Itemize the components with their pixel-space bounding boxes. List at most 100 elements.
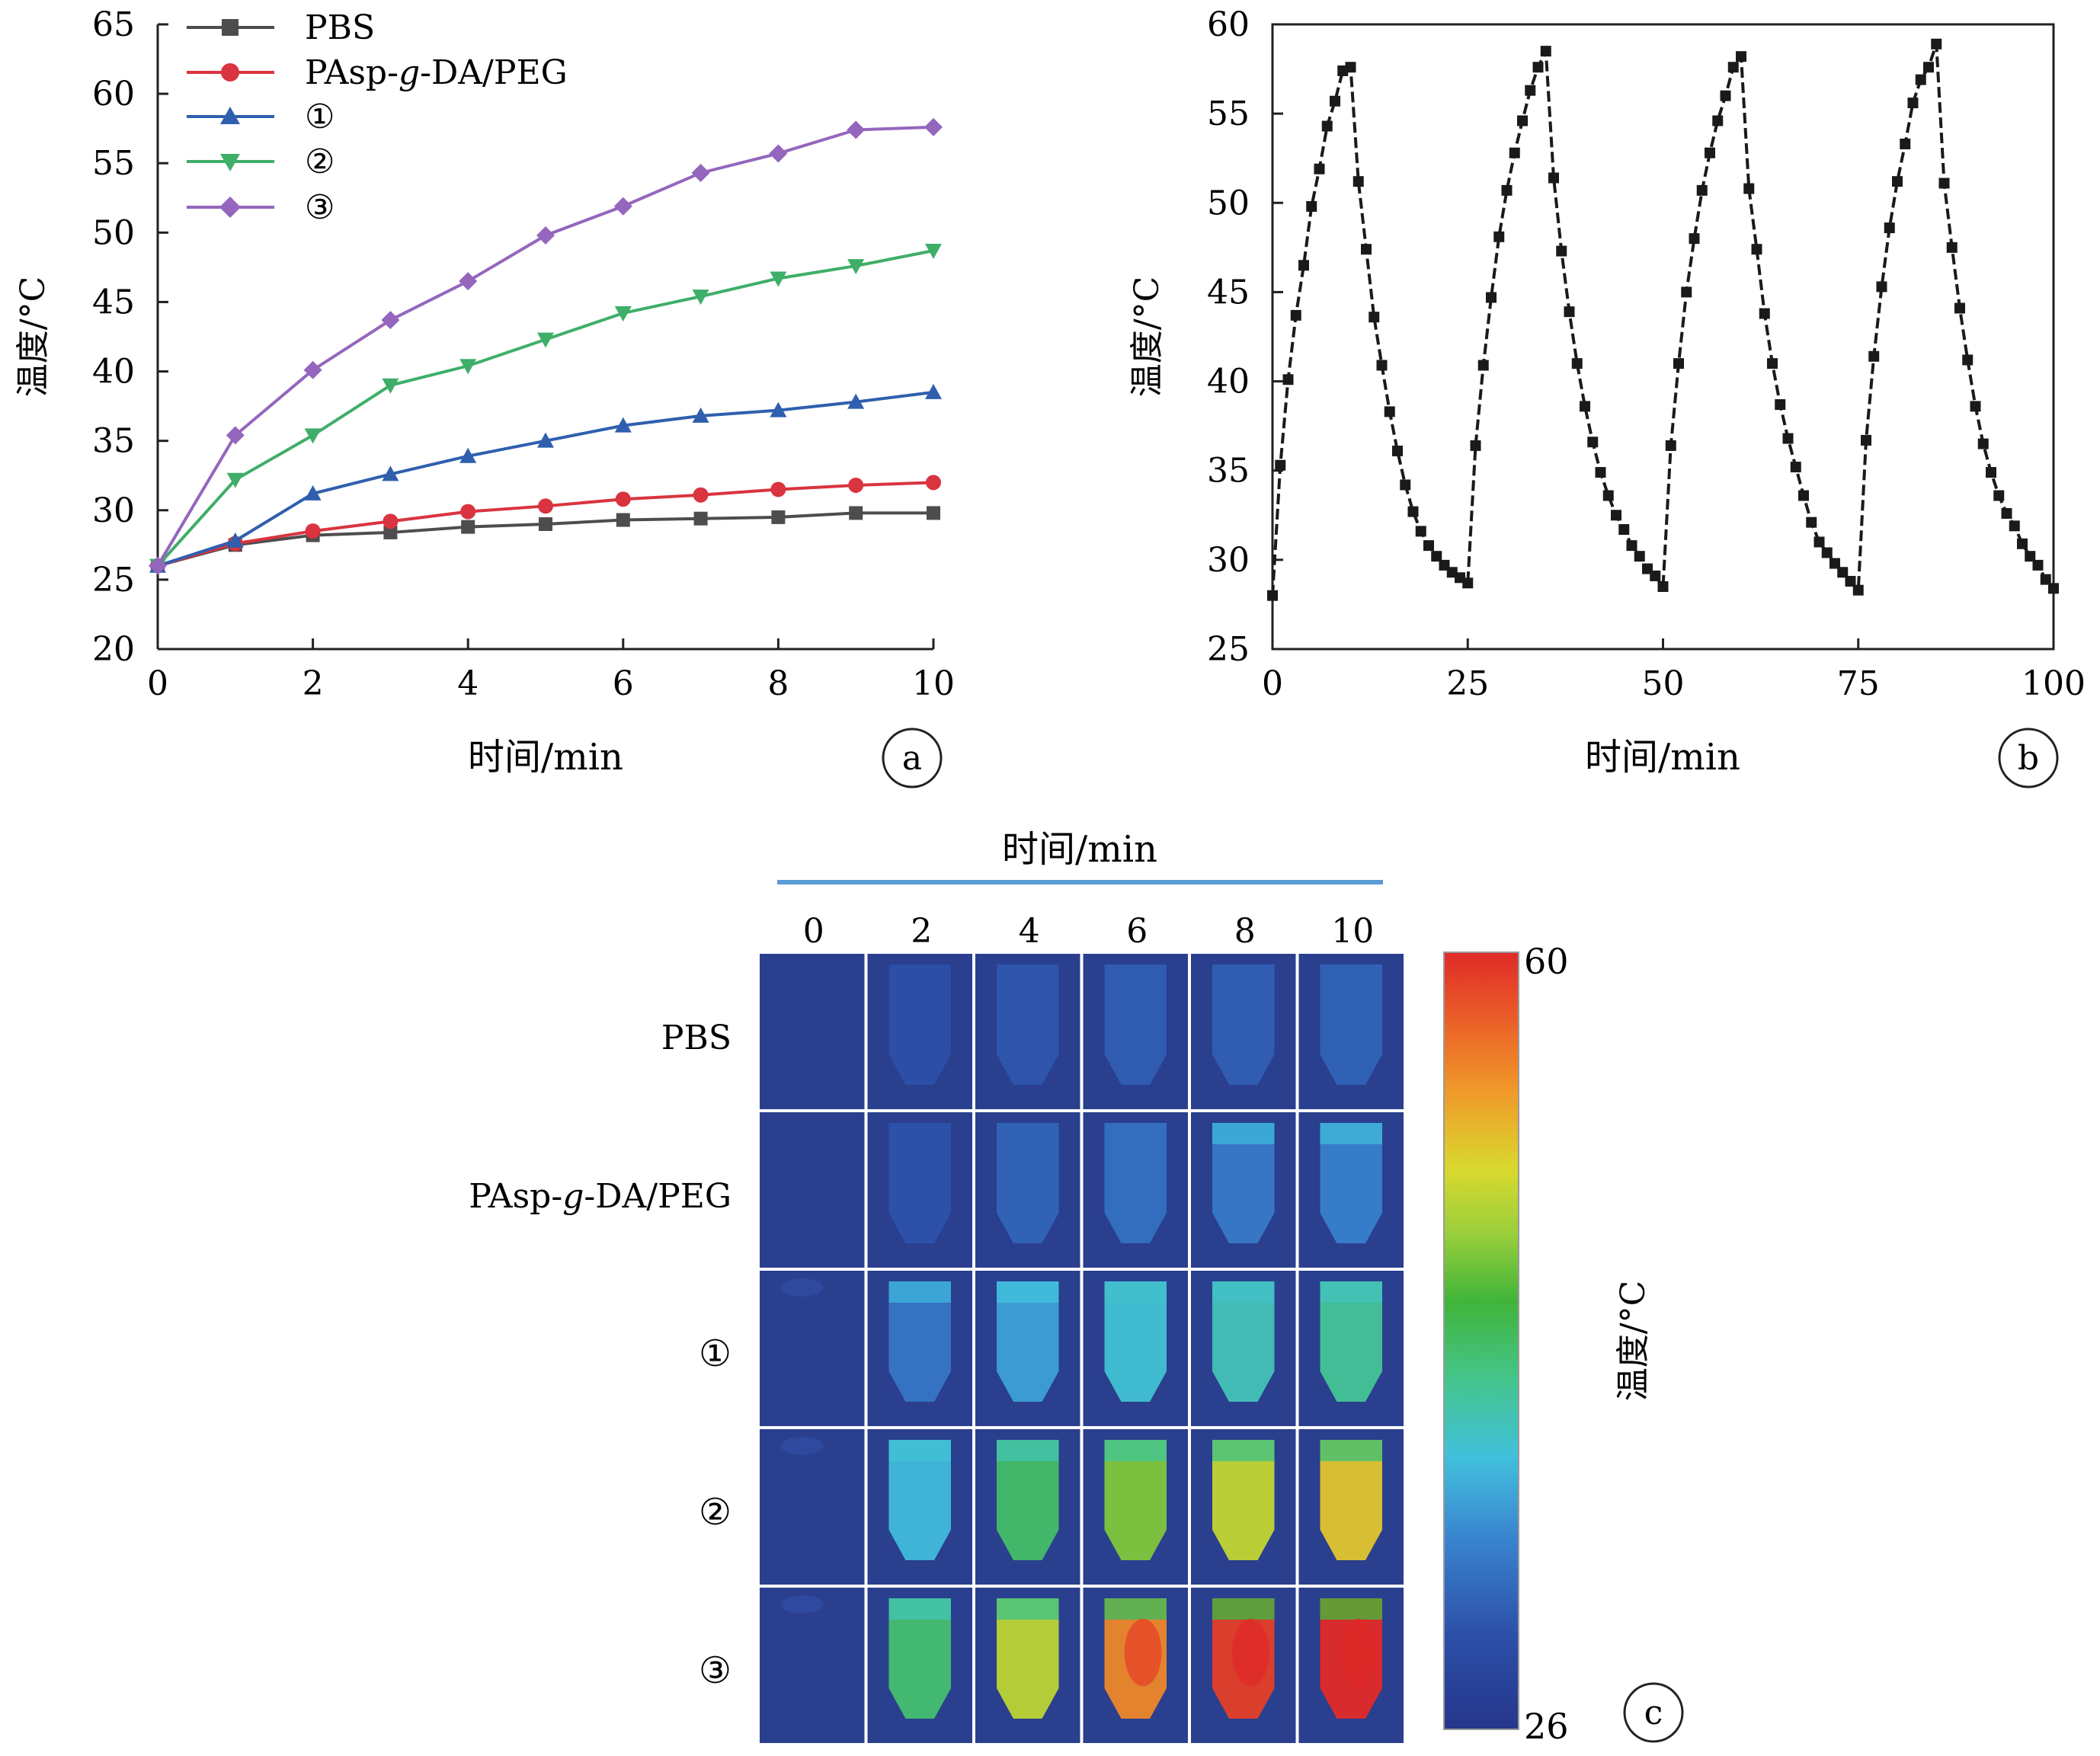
y-tick-label: 40	[1207, 363, 1250, 401]
y-tick-label: 50	[1207, 184, 1250, 222]
tube-shape	[1320, 1123, 1382, 1243]
panel-a-ylabel: 温度/°C	[14, 277, 53, 398]
data-point-cycle	[1821, 547, 1833, 558]
data-point-cycle	[1696, 184, 1708, 196]
data-point-cycle	[1767, 358, 1778, 369]
data-point-cycle	[1345, 62, 1356, 73]
tube-shape	[997, 1123, 1059, 1243]
data-point-cycle	[1532, 62, 1544, 73]
data-point-cycle	[1626, 540, 1637, 552]
panel-a-letter: a	[882, 728, 943, 788]
y-tick-label: 55	[1207, 94, 1250, 133]
thermal-cell	[760, 1112, 865, 1268]
tube-top-band	[1212, 1281, 1275, 1303]
data-point-cycle	[1392, 445, 1403, 456]
tube-shape	[1212, 964, 1275, 1085]
row-label-pasp: PAsp-g-DA/PEG	[469, 1177, 731, 1216]
tube-hotspot	[1232, 1618, 1269, 1687]
colorbar-max-label: 60	[1524, 941, 1569, 982]
data-point-s2	[537, 332, 554, 348]
thermal-cell	[760, 1271, 865, 1426]
y-tick-label: 40	[92, 353, 135, 392]
panel-b-letter: b	[1998, 728, 2059, 788]
x-tick-label: 2	[303, 664, 324, 703]
data-point-cycle	[1712, 115, 1724, 126]
tube-hotspot	[1340, 1618, 1378, 1687]
panel-a-xlabel: 时间/min	[468, 736, 623, 779]
column-header: 8	[1234, 912, 1256, 951]
tube-shape	[888, 1281, 951, 1402]
data-point-s1	[770, 401, 787, 417]
x-tick-label: 100	[2022, 664, 2086, 703]
data-point-pbs	[771, 510, 786, 524]
y-tick-label: 30	[1207, 541, 1250, 580]
data-point-s2	[459, 359, 477, 375]
panel-a-ticks: 20 25 30 35 40 45 50 55 60 65 0 2 4 6 8 10	[92, 5, 955, 703]
panel-b-xlabel: 时间/min	[1585, 736, 1740, 779]
cycle-line	[1271, 43, 2055, 596]
tube-top-band	[997, 1598, 1059, 1620]
tube-shape	[888, 1598, 951, 1719]
legend-item-pbs: PBS	[187, 8, 375, 47]
data-point-cycle	[1946, 241, 1958, 253]
data-point-cycle	[1369, 312, 1380, 323]
data-point-cycle	[1900, 138, 1911, 149]
data-point-cycle	[1829, 558, 1840, 569]
column-header: 10	[1331, 912, 1374, 951]
y-tick-label: 50	[92, 213, 135, 252]
data-point-cycle	[1806, 517, 1817, 528]
thermal-cell	[760, 1429, 865, 1585]
panel-c: 时间/min 0 2 4 6 8 10 PBS PAsp-g-DA/PEG ① ② ③ 6…	[469, 828, 1684, 1747]
legend-label-2: ②	[305, 142, 335, 181]
tube-shape	[780, 1278, 824, 1297]
panel-c-row-labels: PBS PAsp-g-DA/PEG ① ② ③	[469, 1019, 731, 1692]
y-tick-label: 45	[1207, 273, 1250, 312]
tube-shape	[1320, 1440, 1382, 1560]
colorbar-gradient	[1443, 952, 1519, 1730]
data-point-cycle	[1970, 401, 1981, 412]
tube-top-band	[1212, 1123, 1275, 1144]
panel-c-colorbar: 60 26 温度/°C	[1443, 941, 1653, 1747]
y-tick-label: 25	[1207, 630, 1250, 669]
triangle-down-marker-icon	[220, 154, 240, 171]
data-point-cycle	[1611, 510, 1621, 521]
tube-top-band	[1104, 1281, 1167, 1303]
panel-c-thermal-grid	[760, 954, 1404, 1743]
data-point-cycle	[1775, 399, 1786, 411]
triangle-up-marker-icon	[220, 107, 240, 124]
panel-b-letter-text: b	[2018, 739, 2039, 778]
y-tick-label: 65	[92, 5, 135, 44]
data-point-s1	[925, 383, 942, 399]
row-label-3: ③	[699, 1649, 731, 1692]
tube-top-band	[888, 1598, 951, 1620]
tube-shape	[780, 1437, 824, 1455]
panel-c-letter-text: c	[1644, 1694, 1663, 1732]
data-point-cycle	[1681, 286, 1692, 298]
data-point-cycle	[1431, 551, 1442, 562]
data-point-cycle	[1580, 401, 1590, 412]
tube-top-band	[997, 1440, 1059, 1461]
data-point-cycle	[1986, 467, 1996, 478]
data-point-s3	[691, 163, 710, 182]
data-point-s2	[614, 306, 632, 322]
panel-c-column-headers: 0 2 4 6 8 10	[803, 912, 1375, 951]
data-point-cycle	[1470, 440, 1481, 451]
x-tick-label: 0	[1262, 664, 1283, 703]
data-point-s2	[692, 289, 709, 305]
data-point-cycle	[1798, 490, 1809, 501]
legend-label-pbs: PBS	[305, 8, 375, 47]
data-point-pasp	[926, 475, 941, 491]
data-point-cycle	[1938, 178, 1950, 189]
data-point-cycle	[1548, 172, 1559, 184]
data-point-cycle	[1845, 575, 1856, 587]
data-point-s1	[459, 447, 477, 463]
data-point-cycle	[1743, 183, 1755, 194]
tube-shape	[1212, 1123, 1275, 1243]
x-tick-label: 0	[147, 664, 168, 703]
tube-shape	[1212, 1281, 1275, 1402]
x-tick-label: 8	[767, 664, 789, 703]
data-point-cycle	[1314, 163, 1325, 174]
row-label-1: ①	[699, 1332, 731, 1375]
data-point-pbs	[849, 506, 863, 520]
